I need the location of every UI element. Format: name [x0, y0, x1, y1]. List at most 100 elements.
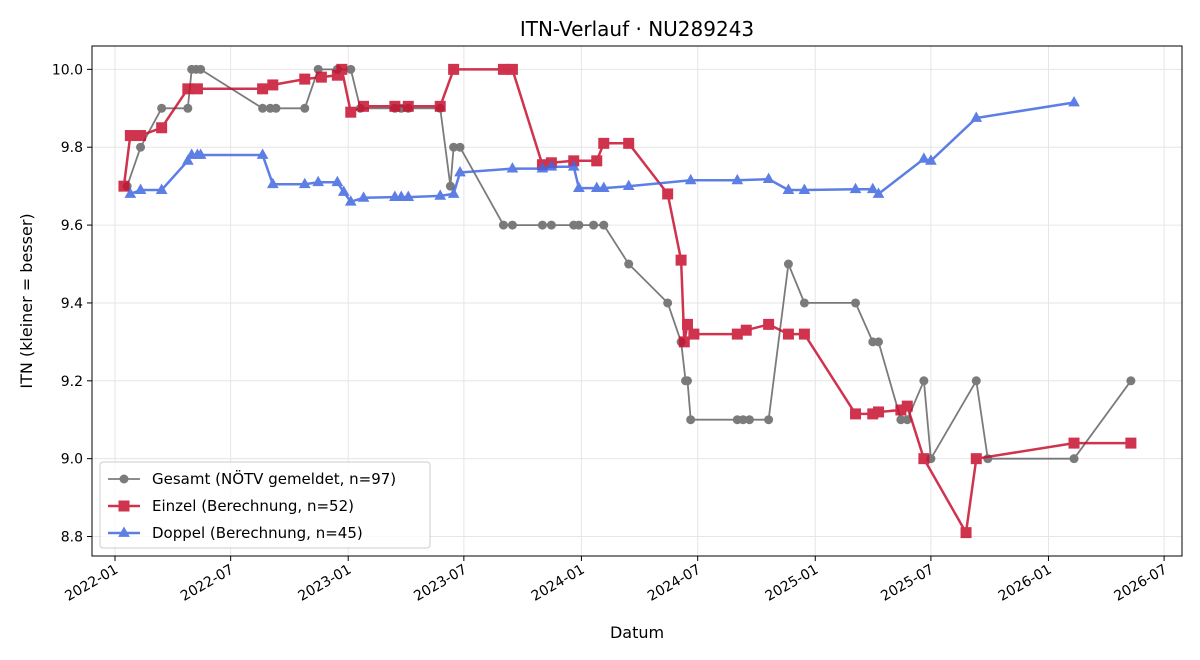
- data-point-doppel: [545, 160, 558, 171]
- y-tick-label: 8.8: [61, 530, 83, 546]
- data-point-einzel: [681, 318, 693, 330]
- data-point-einzel: [867, 408, 879, 420]
- data-point-gesamt: [157, 103, 167, 113]
- legend-label-doppel: Doppel (Berechnung, n=45): [152, 524, 363, 542]
- data-point-gesamt: [764, 415, 774, 425]
- data-point-gesamt: [455, 142, 465, 152]
- data-point-doppel: [344, 195, 357, 206]
- data-point-einzel: [331, 69, 343, 81]
- data-point-gesamt: [799, 298, 809, 308]
- data-point-gesamt: [589, 220, 599, 230]
- data-point-doppel: [454, 166, 466, 177]
- y-axis: 8.8 9.0 9.2 9.4 9.6 9.8 10.0: [52, 62, 92, 546]
- data-point-doppel: [622, 179, 635, 191]
- data-point-gesamt: [258, 103, 268, 113]
- y-tick-label: 9.4: [61, 296, 83, 312]
- legend-item-gesamt: [108, 474, 140, 484]
- data-point-doppel: [194, 148, 207, 159]
- data-point-gesamt: [682, 376, 692, 386]
- data-point-gesamt: [744, 415, 754, 425]
- data-point-gesamt: [498, 220, 508, 230]
- data-point-gesamt: [136, 142, 146, 152]
- data-point-einzel: [299, 73, 311, 85]
- data-point-einzel: [448, 63, 460, 75]
- data-point-gesamt: [196, 64, 206, 74]
- plot-frame: [91, 45, 1183, 557]
- legend: Gesamt (NÖTV gemeldet, n=97) Einzel (Bere…: [99, 461, 431, 549]
- data-point-einzel: [740, 324, 752, 336]
- data-point-einzel: [1125, 437, 1137, 449]
- grid: [92, 46, 1182, 556]
- data-point-einzel: [782, 328, 794, 340]
- data-point-doppel: [181, 154, 194, 165]
- legend-swatch-marker: [118, 526, 130, 537]
- data-point-doppel: [124, 187, 137, 198]
- data-point-gesamt: [896, 415, 906, 425]
- data-point-gesamt: [1126, 376, 1136, 386]
- data-point-einzel: [623, 137, 635, 149]
- data-point-einzel: [345, 106, 357, 118]
- data-point-doppel: [331, 175, 344, 187]
- data-point-einzel: [182, 83, 194, 95]
- data-point-einzel: [336, 63, 348, 75]
- data-point-einzel: [591, 155, 603, 167]
- data-point-doppel: [506, 162, 519, 173]
- data-point-gesamt: [919, 376, 929, 386]
- data-point-doppel: [447, 187, 460, 198]
- data-point-einzel: [901, 400, 913, 412]
- data-point-doppel: [872, 187, 885, 198]
- data-point-einzel: [1068, 437, 1080, 449]
- data-point-einzel: [970, 453, 982, 465]
- data-point-gesamt: [449, 142, 459, 152]
- data-point-einzel: [506, 63, 518, 75]
- x-axis-label: Datum: [610, 623, 664, 642]
- legend-swatch-marker: [118, 500, 130, 512]
- data-point-gesamt: [599, 220, 609, 230]
- data-point-doppel: [573, 181, 585, 192]
- data-point-doppel: [312, 175, 325, 187]
- data-point-doppel: [762, 172, 775, 184]
- data-point-gesamt: [902, 415, 912, 425]
- data-point-gesamt: [663, 298, 673, 308]
- data-point-gesamt: [346, 64, 356, 74]
- data-point-gesamt: [271, 103, 281, 113]
- data-point-gesamt: [546, 220, 556, 230]
- data-point-einzel: [389, 100, 401, 112]
- data-point-einzel: [918, 453, 930, 465]
- data-point-doppel: [970, 111, 983, 122]
- chart-title: ITN-Verlauf · NU289243: [520, 17, 754, 41]
- data-point-doppel: [782, 183, 795, 194]
- data-point-einzel: [675, 254, 687, 266]
- legend-item-doppel: [108, 526, 140, 537]
- data-point-doppel: [298, 177, 311, 189]
- data-point-einzel: [257, 83, 269, 95]
- data-point-doppel: [357, 191, 370, 202]
- data-point-doppel: [402, 190, 415, 201]
- data-point-doppel: [684, 173, 697, 185]
- data-point-einzel: [156, 122, 168, 134]
- data-point-einzel: [598, 137, 610, 149]
- data-point-doppel: [1068, 95, 1080, 107]
- data-point-gesamt: [851, 298, 861, 308]
- legend-item-einzel: [108, 500, 140, 512]
- data-point-einzel: [358, 100, 370, 112]
- legend-box: [99, 461, 431, 549]
- data-point-gesamt: [537, 220, 547, 230]
- data-point-gesamt: [738, 415, 748, 425]
- y-tick-label: 9.8: [61, 140, 83, 156]
- y-axis-label: ITN (kleiner = besser): [17, 213, 36, 388]
- data-point-einzel: [497, 63, 509, 75]
- y-tick-label: 9.0: [61, 452, 83, 468]
- data-point-gesamt: [971, 376, 981, 386]
- series-einzel: [118, 63, 1137, 539]
- y-tick-label: 9.2: [61, 374, 83, 390]
- series-layer: [118, 63, 1137, 539]
- data-point-einzel: [873, 406, 885, 418]
- data-point-doppel: [798, 183, 811, 194]
- legend-label-einzel: Einzel (Berechnung, n=52): [152, 497, 354, 515]
- data-point-einzel: [267, 79, 279, 91]
- data-point-doppel: [925, 154, 937, 165]
- data-point-gesamt: [624, 259, 634, 269]
